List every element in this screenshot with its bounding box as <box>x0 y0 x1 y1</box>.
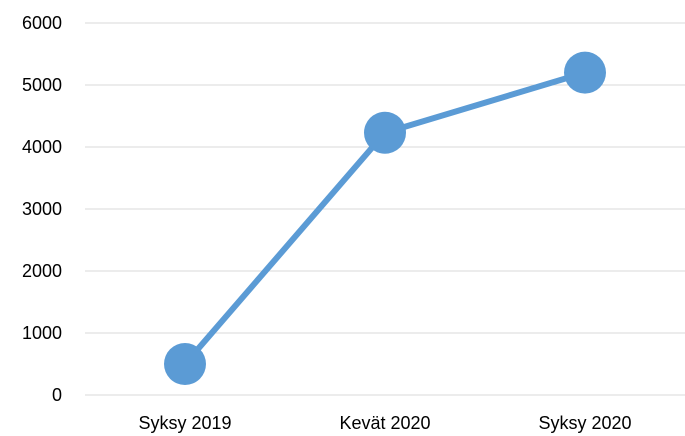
x-tick-label: Kevät 2020 <box>339 413 430 433</box>
y-axis-tick-labels: 0 1000 2000 3000 4000 5000 6000 <box>22 13 62 405</box>
x-tick-label: Syksy 2019 <box>138 413 231 433</box>
data-point-marker <box>364 111 406 154</box>
data-point-marker <box>164 343 206 385</box>
y-tick-label: 4000 <box>22 137 62 157</box>
y-tick-label: 0 <box>52 385 62 405</box>
y-tick-label: 2000 <box>22 261 62 281</box>
y-tick-label: 1000 <box>22 323 62 343</box>
y-tick-label: 3000 <box>22 199 62 219</box>
y-tick-label: 6000 <box>22 13 62 33</box>
x-tick-label: Syksy 2020 <box>538 413 631 433</box>
series-layer <box>164 51 606 385</box>
y-tick-label: 5000 <box>22 75 62 95</box>
data-point-marker <box>564 51 606 94</box>
x-axis-tick-labels: Syksy 2019 Kevät 2020 Syksy 2020 <box>138 413 631 433</box>
